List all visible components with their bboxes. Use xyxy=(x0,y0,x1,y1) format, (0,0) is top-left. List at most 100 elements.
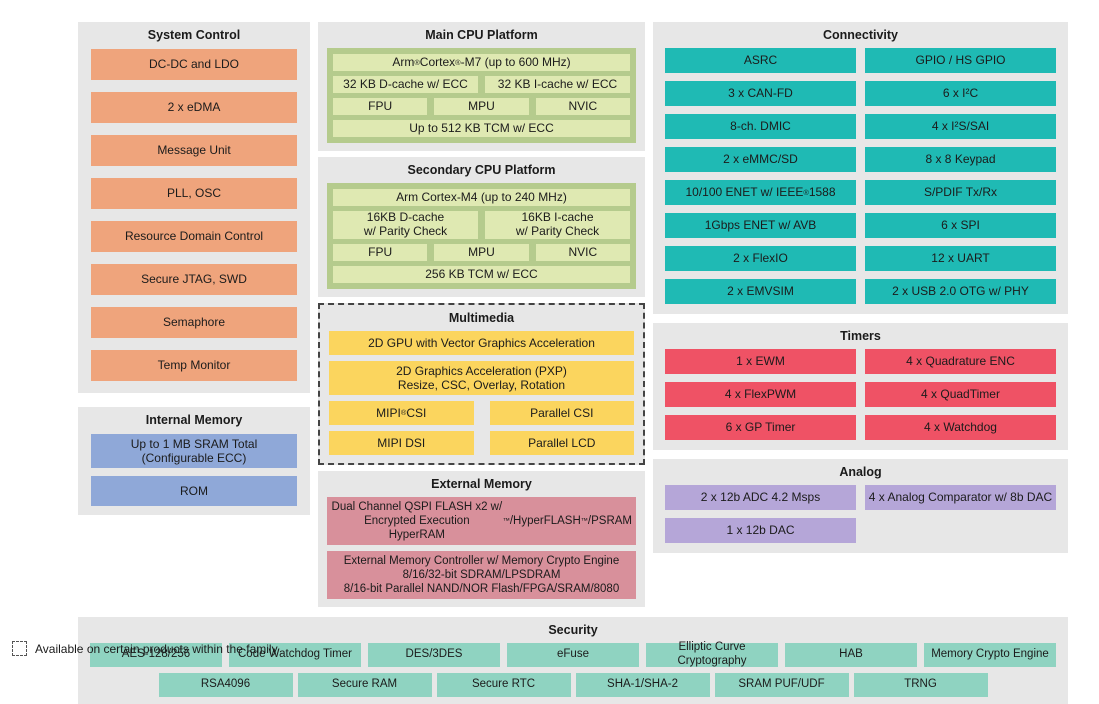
timers-title: Timers xyxy=(840,329,881,343)
security-block: Elliptic Curve Cryptography xyxy=(646,641,778,668)
external-memory-block: External Memory Controller w/ Memory Cry… xyxy=(327,551,636,600)
main-cpu-title: Main CPU Platform xyxy=(425,28,538,42)
internal-memory-panel: Internal Memory Up to 1 MB SRAM Total (Co… xyxy=(78,407,310,515)
secondary-cpu-icache-block: 16KB I-cache w/ Parity Check xyxy=(485,210,630,239)
soc-block-diagram: System Control DC-DC and LDO 2 x eDMA Me… xyxy=(78,22,1068,704)
internal-memory-block: ROM xyxy=(91,476,297,506)
multimedia-block: Parallel CSI xyxy=(489,401,634,425)
security-block: Memory Crypto Engine xyxy=(924,643,1056,668)
connectivity-block: 8 x 8 Keypad xyxy=(865,147,1056,172)
connectivity-block: S/PDIF Tx/Rx xyxy=(865,180,1056,205)
security-row-2: RSA4096 Secure RAM Secure RTC SHA-1/SHA-… xyxy=(78,667,1068,704)
security-block: Secure RTC xyxy=(436,673,571,698)
main-cpu-tcm-block: Up to 512 KB TCM w/ ECC xyxy=(333,120,630,137)
timers-block: 1 x EWM xyxy=(665,349,856,374)
system-control-block: Secure JTAG, SWD xyxy=(91,264,297,295)
secondary-cpu-nvic-block: NVIC xyxy=(535,244,630,261)
main-cpu-container: Arm ® Cortex ® -M7 (up to 600 MHz) 32 KB D-… xyxy=(327,48,636,143)
multimedia-block: MIPI ® CSI xyxy=(329,401,474,425)
timers-grid: 1 x EWM 4 x Quadrature ENC 4 x FlexPWM 4… xyxy=(653,348,1068,450)
secondary-cpu-core-block: Arm Cortex-M4 (up to 240 MHz) xyxy=(333,189,630,206)
analog-block: 1 x 12b DAC xyxy=(665,518,856,543)
connectivity-panel: Connectivity ASRC GPIO / HS GPIO 3 x CAN… xyxy=(653,22,1068,314)
system-control-block: Resource Domain Control xyxy=(91,221,297,252)
connectivity-block: 2 x USB 2.0 OTG w/ PHY xyxy=(865,279,1056,304)
system-control-title: System Control xyxy=(147,28,241,42)
system-control-block: DC-DC and LDO xyxy=(91,49,297,80)
security-block: SHA-1/SHA-2 xyxy=(575,673,710,698)
connectivity-block: 12 x UART xyxy=(865,246,1056,271)
multimedia-block: 2D GPU with Vector Graphics Acceleration xyxy=(329,331,634,355)
timers-block: 4 x FlexPWM xyxy=(665,382,856,407)
security-block: SRAM PUF/UDF xyxy=(714,673,849,698)
connectivity-block: GPIO / HS GPIO xyxy=(865,48,1056,73)
timers-block: 6 x GP Timer xyxy=(665,415,856,440)
connectivity-block: 2 x eMMC/SD xyxy=(665,147,856,172)
left-column: System Control DC-DC and LDO 2 x eDMA Me… xyxy=(78,22,310,607)
connectivity-block: 2 x EMVSIM xyxy=(665,279,856,304)
security-block: DES/3DES xyxy=(368,643,500,668)
timers-block: 4 x Watchdog xyxy=(865,415,1056,440)
secondary-cpu-panel: Secondary CPU Platform Arm Cortex-M4 (up… xyxy=(318,157,645,297)
analog-grid: 2 x 12b ADC 4.2 Msps 4 x Analog Comparat… xyxy=(653,484,1068,553)
external-memory-title: External Memory xyxy=(431,477,532,491)
system-control-list: DC-DC and LDO 2 x eDMA Message Unit PLL,… xyxy=(78,47,310,393)
security-block: HAB xyxy=(785,643,917,668)
security-block: eFuse xyxy=(507,643,639,668)
secondary-cpu-tcm-block: 256 KB TCM w/ ECC xyxy=(333,266,630,283)
connectivity-block: ASRC xyxy=(665,48,856,73)
connectivity-title: Connectivity xyxy=(822,28,898,42)
connectivity-block: 6 x SPI xyxy=(865,213,1056,238)
connectivity-grid: ASRC GPIO / HS GPIO 3 x CAN-FD 6 x I²C 8… xyxy=(653,47,1068,314)
legend: Available on certain products within the… xyxy=(12,641,278,656)
security-block: RSA4096 xyxy=(158,673,293,698)
main-cpu-nvic-block: NVIC xyxy=(535,98,630,115)
system-control-block: Message Unit xyxy=(91,135,297,166)
timers-block: 4 x Quadrature ENC xyxy=(865,349,1056,374)
system-control-panel: System Control DC-DC and LDO 2 x eDMA Me… xyxy=(78,22,310,393)
secondary-cpu-mpu-block: MPU xyxy=(434,244,529,261)
security-block: Code Watchdog Timer xyxy=(229,643,361,668)
main-cpu-fpu-block: FPU xyxy=(333,98,428,115)
internal-memory-list: Up to 1 MB SRAM Total (Configurable ECC) … xyxy=(78,432,310,515)
connectivity-block: 8-ch. DMIC xyxy=(665,114,856,139)
security-block: Secure RAM xyxy=(297,673,432,698)
main-cpu-panel: Main CPU Platform Arm ® Cortex ® -M7 (up to… xyxy=(318,22,645,151)
system-control-block: Temp Monitor xyxy=(91,350,297,381)
security-block: AES-128/256 xyxy=(90,643,222,668)
analog-block: 4 x Analog Comparator w/ 8b DAC xyxy=(865,485,1056,510)
connectivity-block: 6 x I²C xyxy=(865,81,1056,106)
right-column: Connectivity ASRC GPIO / HS GPIO 3 x CAN… xyxy=(653,22,1068,607)
connectivity-block: 3 x CAN-FD xyxy=(665,81,856,106)
connectivity-block: 10/100 ENET w/ IEEE ® 1588 xyxy=(665,180,856,205)
analog-panel: Analog 2 x 12b ADC 4.2 Msps 4 x Analog C… xyxy=(653,459,1068,553)
security-panel: Security AES-128/256 Code Watchdog Timer… xyxy=(78,617,1068,704)
multimedia-block: Parallel LCD xyxy=(489,431,634,455)
multimedia-title: Multimedia xyxy=(448,311,515,325)
timers-block: 4 x QuadTimer xyxy=(865,382,1056,407)
multimedia-grid: MIPI ® CSI Parallel CSI MIPI DSI Parallel… xyxy=(329,401,634,455)
multimedia-panel: Multimedia 2D GPU with Vector Graphics A… xyxy=(318,303,645,465)
security-row-1: AES-128/256 Code Watchdog Timer DES/3DES… xyxy=(78,641,1068,668)
main-cpu-dcache-block: 32 KB D-cache w/ ECC xyxy=(333,76,478,93)
legend-label: Available on certain products within the… xyxy=(35,641,278,656)
middle-column: Main CPU Platform Arm ® Cortex ® -M7 (up to… xyxy=(318,22,645,608)
external-memory-block: Dual Channel QSPI FLASH x2 w/ Encrypted … xyxy=(327,497,636,546)
secondary-cpu-title: Secondary CPU Platform xyxy=(407,163,556,177)
secondary-cpu-fpu-block: FPU xyxy=(333,244,428,261)
external-memory-panel: External Memory Dual Channel QSPI FLASH … xyxy=(318,471,645,608)
connectivity-block: 2 x FlexIO xyxy=(665,246,856,271)
secondary-cpu-container: Arm Cortex-M4 (up to 240 MHz) 16KB D-cac… xyxy=(327,183,636,289)
external-memory-list: Dual Channel QSPI FLASH x2 w/ Encrypted … xyxy=(318,496,645,607)
security-title: Security xyxy=(548,623,598,638)
system-control-block: PLL, OSC xyxy=(91,178,297,209)
dashed-box-icon xyxy=(12,641,27,656)
system-control-block: 2 x eDMA xyxy=(91,92,297,123)
analog-block: 2 x 12b ADC 4.2 Msps xyxy=(665,485,856,510)
main-cpu-core-block: Arm ® Cortex ® -M7 (up to 600 MHz) xyxy=(333,54,630,71)
main-cpu-mpu-block: MPU xyxy=(434,98,529,115)
internal-memory-title: Internal Memory xyxy=(145,413,243,427)
secondary-cpu-dcache-block: 16KB D-cache w/ Parity Check xyxy=(333,210,478,239)
main-cpu-icache-block: 32 KB I-cache w/ ECC xyxy=(485,76,630,93)
internal-memory-block: Up to 1 MB SRAM Total (Configurable ECC) xyxy=(91,434,297,468)
